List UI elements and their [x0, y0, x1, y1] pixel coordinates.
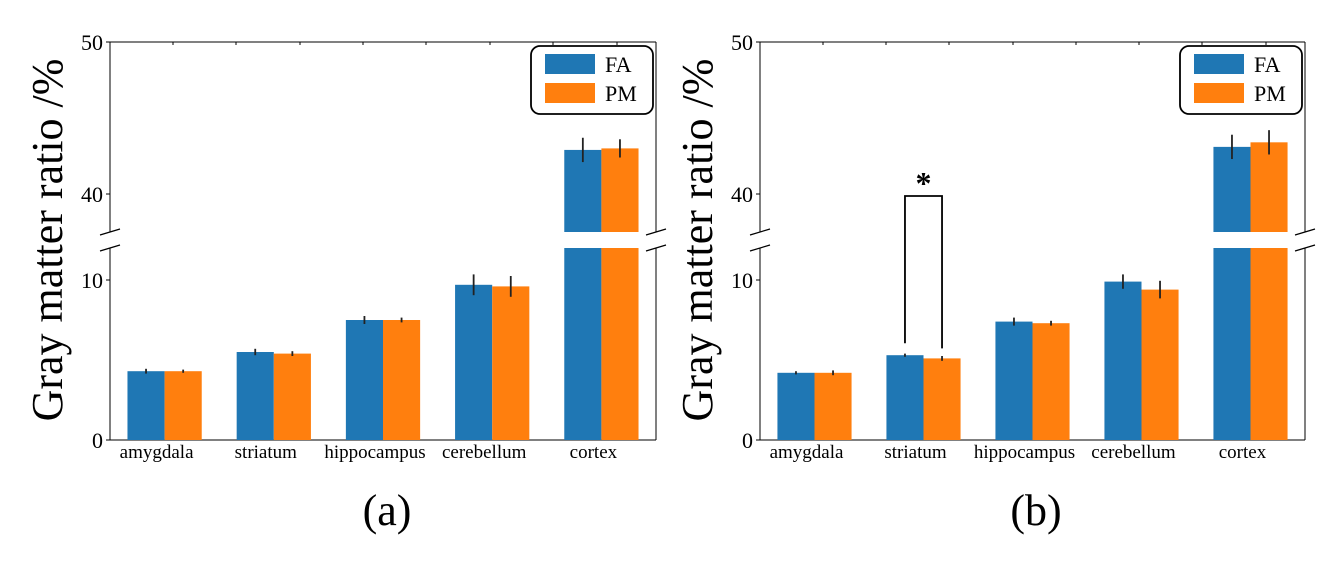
bar-fa	[236, 352, 274, 440]
axis-break-mark	[645, 244, 667, 252]
x-tick-label: hippocampus	[324, 442, 425, 463]
legend-label-pm: PM	[605, 81, 637, 106]
bar-fa	[127, 371, 165, 440]
axis-break-mark	[749, 244, 771, 252]
bar-pm	[273, 353, 311, 440]
bar-pm	[492, 286, 530, 440]
bar-fa	[455, 284, 493, 440]
x-tick-label: cerebellum	[1091, 442, 1176, 463]
legend-swatch-pm	[545, 83, 595, 103]
legend-swatch-fa	[545, 54, 595, 74]
axis-break-mark	[1294, 228, 1316, 236]
y-tick-label: 10	[731, 268, 753, 293]
bar-pm	[814, 372, 852, 440]
bar-fa	[1104, 281, 1142, 440]
legend-label-pm: PM	[1254, 81, 1286, 106]
bar-fa	[886, 355, 924, 440]
x-tick-label: cerebellum	[442, 442, 527, 463]
legend-label-fa: FA	[1254, 52, 1281, 77]
bar-pm-upper	[601, 148, 639, 232]
bar-pm	[1032, 323, 1070, 440]
x-tick-label: amygdala	[770, 442, 844, 463]
panel-label-a: (a)	[362, 486, 412, 535]
bar-fa-upper	[564, 149, 602, 232]
y-tick-label: 50	[731, 30, 753, 55]
bar-fa	[345, 320, 383, 440]
axis-break-mark	[99, 228, 121, 236]
bar-fa	[777, 372, 815, 440]
axis-break-mark	[99, 244, 121, 252]
axis-break-mark	[749, 228, 771, 236]
axis-break-mark	[1294, 244, 1316, 252]
bar-fa-lower	[1213, 248, 1251, 440]
bar-pm-lower	[601, 248, 639, 440]
y-axis-label: Gray matter ratio /%	[23, 59, 72, 422]
bar-pm-lower	[1250, 248, 1288, 440]
x-tick-label: striatum	[235, 442, 297, 463]
bar-pm-upper	[1250, 142, 1288, 232]
y-axis-label: Gray matter ratio /%	[673, 59, 722, 422]
panel-label-b: (b)	[1010, 486, 1062, 535]
y-tick-label: 10	[81, 268, 103, 293]
legend-swatch-fa	[1194, 54, 1244, 74]
bar-fa	[995, 321, 1033, 440]
y-tick-label: 0	[742, 428, 753, 453]
bar-fa-upper	[1213, 146, 1251, 232]
chart-panel-b: 0 10 40 50 Gray matter ratio /% amygdala stria…	[673, 30, 1316, 463]
y-tick-label: 40	[81, 182, 103, 207]
axis-break-mark	[645, 228, 667, 236]
bar-pm	[383, 320, 421, 440]
chart-panel-a: 0 10 40 50 Gray matter ratio /% amygdala stria…	[23, 30, 667, 463]
legend-swatch-pm	[1194, 83, 1244, 103]
significance-star: *	[916, 165, 932, 201]
x-tick-label: hippocampus	[974, 442, 1075, 463]
significance-bracket	[904, 195, 943, 349]
x-tick-label: amygdala	[120, 442, 194, 463]
bar-pm	[923, 358, 961, 440]
bar-pm	[164, 371, 202, 440]
x-tick-label: cortex	[570, 442, 618, 463]
y-tick-label: 50	[81, 30, 103, 55]
legend-label-fa: FA	[605, 52, 632, 77]
x-tick-label: cortex	[1219, 442, 1267, 463]
bar-fa-lower	[564, 248, 602, 440]
y-tick-label: 40	[731, 182, 753, 207]
x-tick-label: striatum	[884, 442, 946, 463]
y-tick-label: 0	[92, 428, 103, 453]
bar-pm	[1141, 289, 1179, 440]
